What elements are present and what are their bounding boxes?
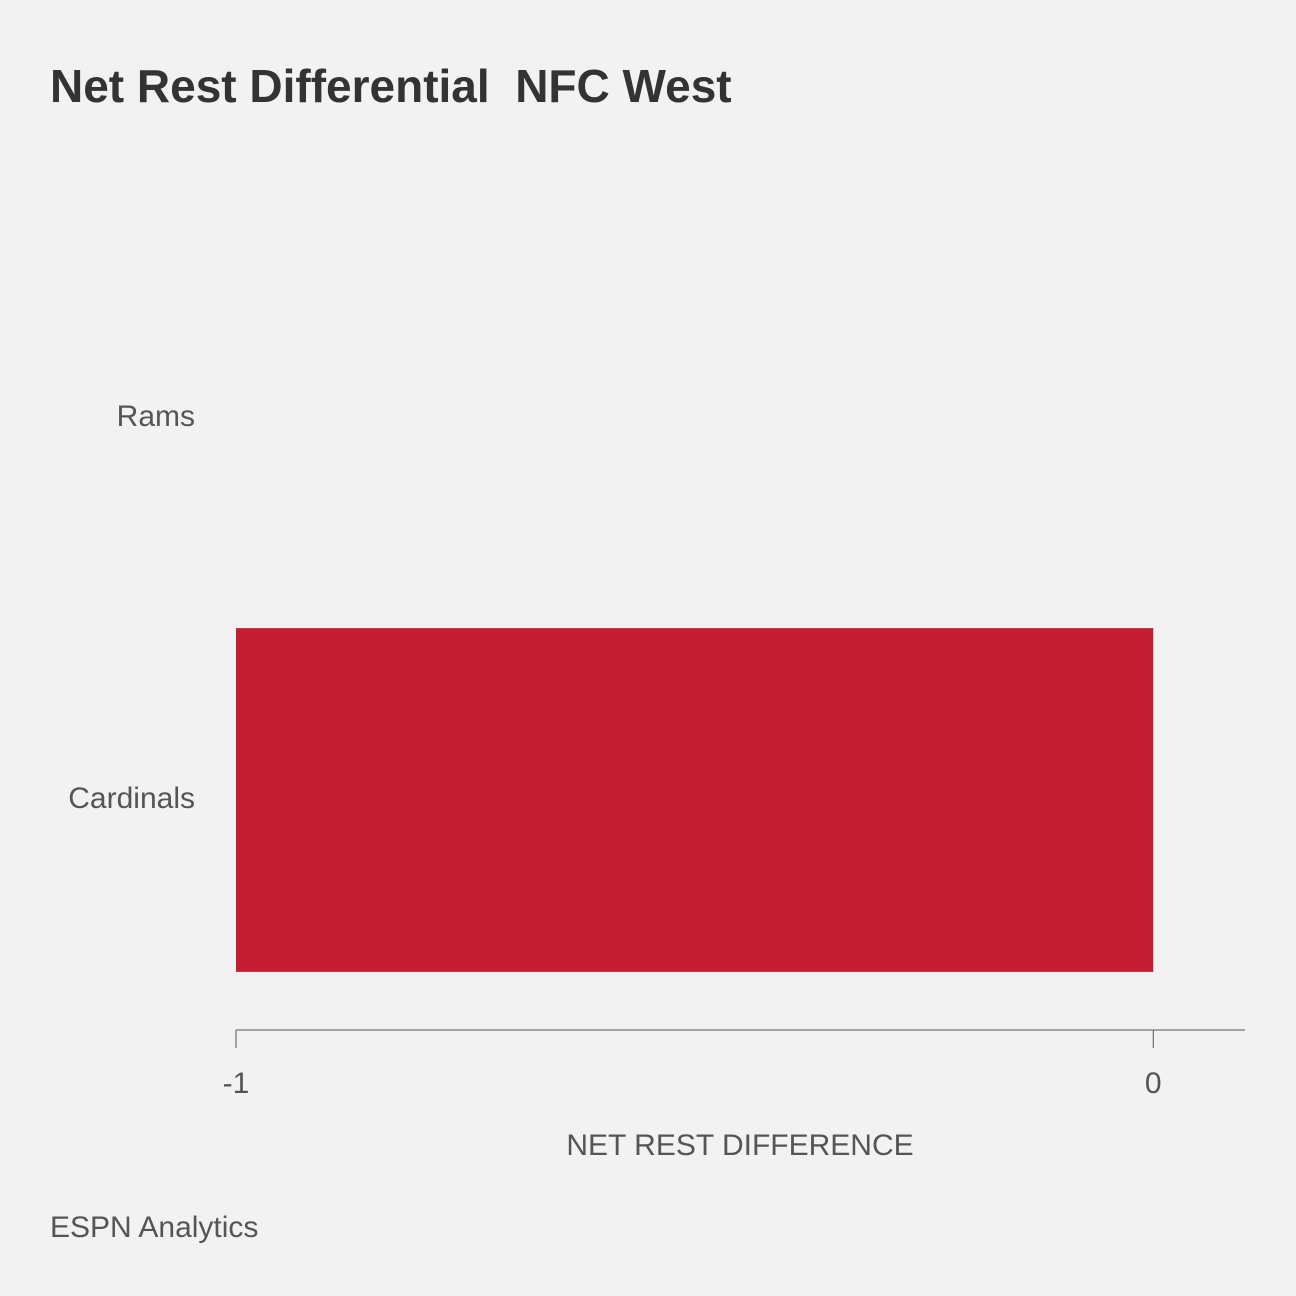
y-tick-label: Rams (117, 400, 195, 433)
x-tick-label: -1 (223, 1067, 250, 1100)
y-tick-label: Cardinals (68, 782, 195, 815)
x-tick-label: 0 (1145, 1067, 1162, 1100)
source: ESPN Analytics (50, 1211, 258, 1244)
bar (236, 628, 1154, 972)
x-axis-label: NET REST DIFFERENCE (566, 1129, 913, 1162)
chart-title: Net Rest Differential NFC West (50, 60, 732, 112)
